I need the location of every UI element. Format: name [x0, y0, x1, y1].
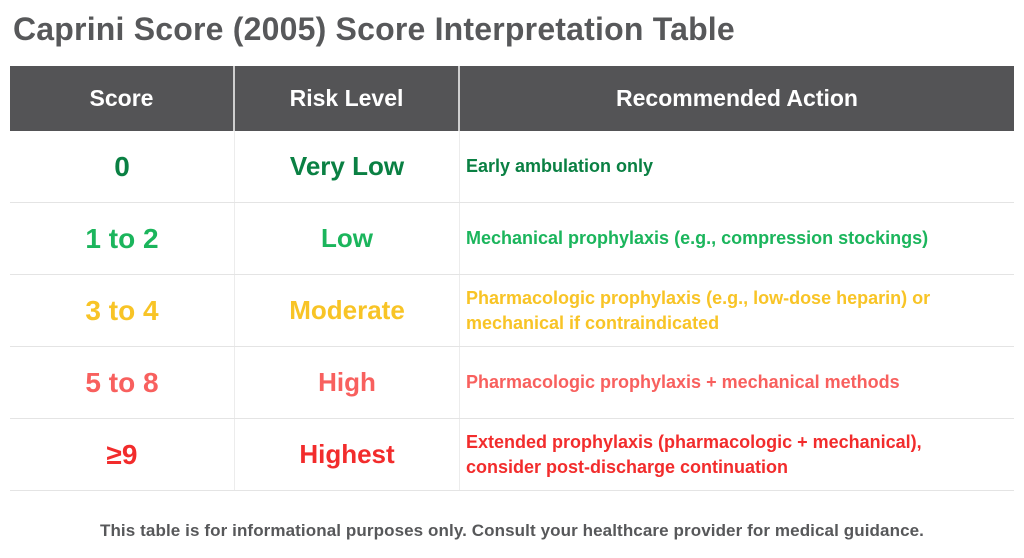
risk-level-cell: Low — [235, 203, 460, 274]
score-cell: 5 to 8 — [10, 347, 235, 418]
disclaimer-text: This table is for informational purposes… — [99, 521, 925, 540]
risk-level-cell: High — [235, 347, 460, 418]
table-row: 5 to 8 High Pharmacologic prophylaxis + … — [10, 347, 1014, 419]
recommended-action-cell: Pharmacologic prophylaxis (e.g., low-dos… — [466, 287, 931, 333]
recommended-action-cell: Pharmacologic prophylaxis + mechanical m… — [466, 372, 900, 393]
recommended-action-cell: Extended prophylaxis (pharmacologic + me… — [466, 431, 922, 477]
risk-level-cell: Very Low — [235, 131, 460, 202]
page-title: Caprini Score (2005) Score Interpretatio… — [13, 11, 735, 47]
table-row: ≥9 Highest Extended prophylaxis (pharmac… — [10, 419, 1014, 491]
table-row: 1 to 2 Low Mechanical prophylaxis (e.g.,… — [10, 203, 1014, 275]
table-row: 3 to 4 Moderate Pharmacologic prophylaxi… — [10, 275, 1014, 347]
recommended-action-cell: Mechanical prophylaxis (e.g., compressio… — [466, 228, 929, 249]
table-row: 0 Very Low Early ambulation only — [10, 131, 1014, 203]
score-cell: 1 to 2 — [10, 203, 235, 274]
risk-level-cell: Moderate — [235, 275, 460, 346]
interpretation-table: Score Risk Level Recommended Action 0 Ve… — [10, 66, 1014, 491]
score-cell: ≥9 — [10, 419, 235, 490]
score-cell: 3 to 4 — [10, 275, 235, 346]
risk-level-cell: Highest — [235, 419, 460, 490]
column-header-risk-level: Risk Level — [235, 66, 460, 131]
recommended-action-cell: Early ambulation only — [466, 156, 654, 177]
score-cell: 0 — [10, 131, 235, 202]
column-header-score: Score — [10, 66, 235, 131]
column-header-recommended-action: Recommended Action — [616, 85, 858, 111]
table-header-row: Score Risk Level Recommended Action — [10, 66, 1014, 131]
